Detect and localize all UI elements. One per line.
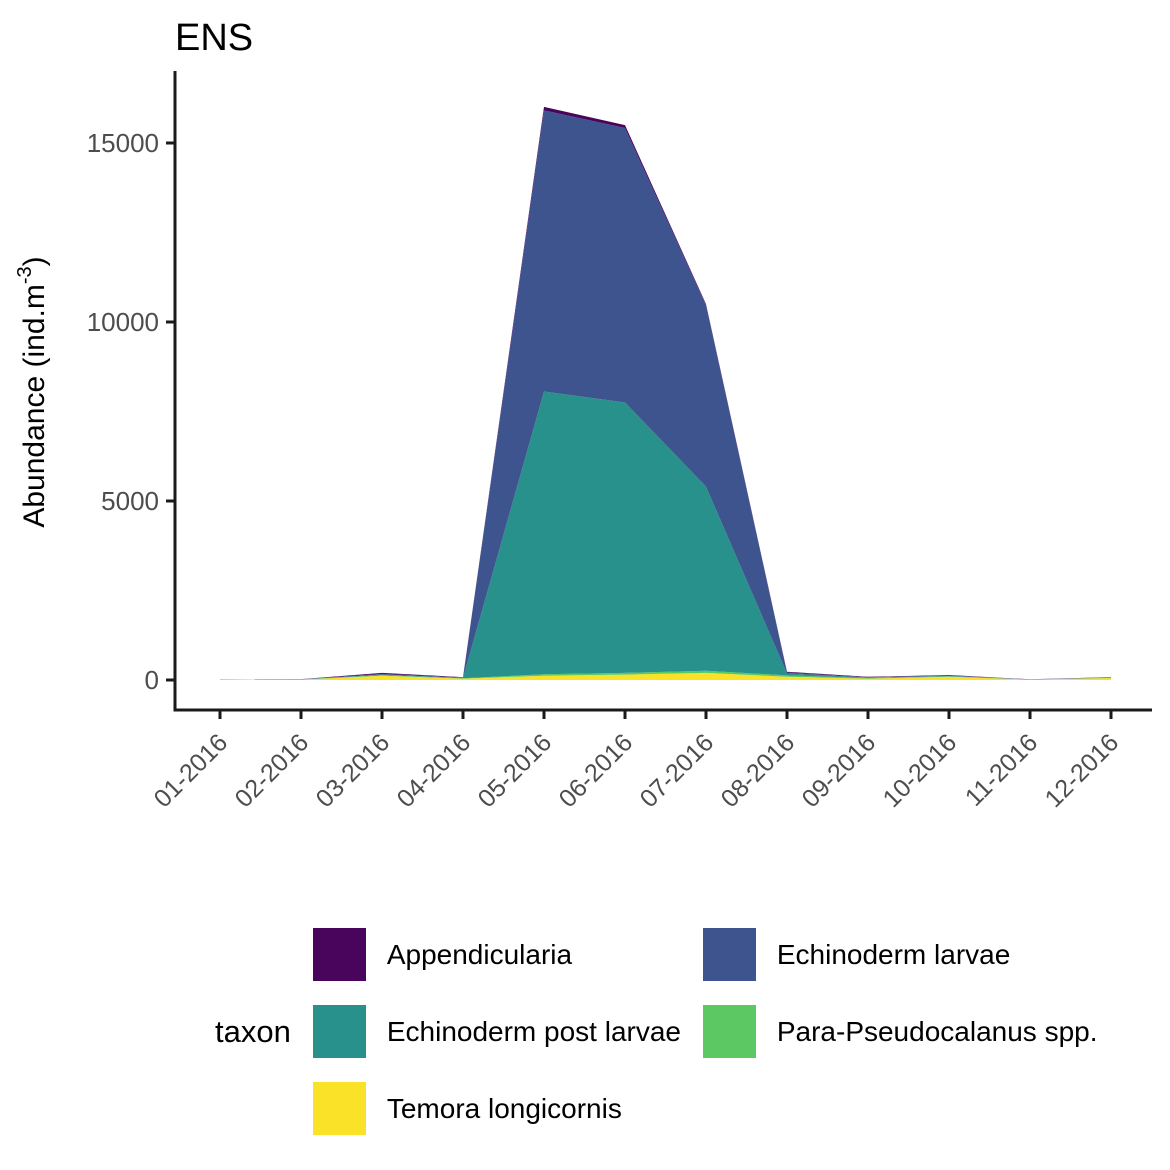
legend-swatch-icon: [312, 1082, 366, 1135]
area-temora-longicornis: [220, 672, 1111, 680]
area-echinoderm-larvae: [220, 110, 1111, 680]
y-axis-title-close: ): [18, 256, 51, 266]
legend-label: Appendicularia: [386, 938, 573, 970]
y-axis-title-main: Abundance (ind.m: [18, 284, 51, 528]
x-tick-label: 12-2016: [1040, 728, 1125, 813]
y-axis-title: Abundance (ind.m-3): [14, 256, 51, 527]
y-tick-label: 5000: [101, 486, 159, 516]
legend-label: Temora longicornis: [386, 1092, 622, 1124]
x-tick-label: 01-2016: [149, 728, 234, 813]
legend-label: Echinoderm post larvae: [386, 1015, 681, 1047]
x-tick-label: 06-2016: [554, 728, 639, 813]
area-stack: [220, 106, 1111, 680]
chart-title: ENS: [175, 17, 253, 59]
legend-item-appendicularia: Appendicularia: [312, 928, 703, 981]
x-tick-label: 09-2016: [797, 728, 882, 813]
x-tick-label: 04-2016: [392, 728, 477, 813]
legend-item-temora-longicornis: Temora longicornis: [312, 1082, 703, 1135]
x-tick-label: 10-2016: [878, 728, 963, 813]
x-tick-label: 03-2016: [311, 728, 396, 813]
legend-grid: Appendicularia Echinoderm larvae Echinoder…: [312, 928, 1098, 1135]
y-axis-title-superscript: -3: [14, 266, 36, 284]
x-tick-label: 05-2016: [473, 728, 558, 813]
legend-item-echinoderm-post-larvae: Echinoderm post larvae: [312, 1005, 703, 1058]
legend-swatch-icon: [312, 1005, 366, 1058]
legend-title: taxon: [215, 1013, 291, 1049]
legend: taxon Appendicularia Echinoderm larvae Ech…: [215, 928, 1098, 1135]
area-echinoderm-post-larvae: [220, 391, 1111, 680]
y-tick-label: 0: [145, 665, 159, 695]
legend-swatch-icon: [702, 1005, 756, 1058]
y-tick-label: 15000: [87, 128, 159, 158]
legend-label: Echinoderm larvae: [776, 938, 1011, 970]
y-tick-label: 10000: [87, 307, 159, 337]
legend-swatch-icon: [312, 928, 366, 981]
legend-swatch-icon: [702, 928, 756, 981]
x-tick-label: 11-2016: [960, 728, 1043, 811]
legend-label: Para-Pseudocalanus spp.: [776, 1015, 1098, 1047]
x-tick-label: 07-2016: [635, 728, 720, 813]
legend-item-echinoderm-larvae: Echinoderm larvae: [702, 928, 1098, 981]
x-tick-label: 02-2016: [230, 728, 315, 813]
area-para-pseudocalanus-spp: [220, 670, 1111, 680]
legend-item-para-pseudocalanus-spp: Para-Pseudocalanus spp.: [702, 1005, 1098, 1058]
x-tick-label: 08-2016: [716, 728, 801, 813]
stacked-area-chart: ENS Abundance (ind.m-3) 0 5000 10000 15000 0…: [14, 17, 1152, 813]
